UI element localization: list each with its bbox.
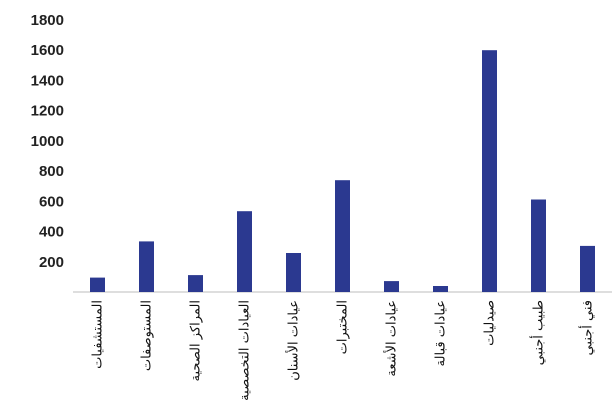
bar <box>482 50 497 293</box>
x-category-label: المختبرات <box>336 300 351 354</box>
x-category-label: فني أجنبي <box>579 300 596 355</box>
x-category-label: المستشفيات <box>91 300 106 369</box>
x-axis-category-labels: المستشفيات المستوصفات المراكز الصحية العياد… <box>91 300 596 401</box>
y-tick-label: 600 <box>39 193 64 210</box>
y-tick-label: 400 <box>39 224 64 241</box>
x-category-label: طبيب أجنبي <box>530 300 547 365</box>
y-tick-label: 1200 <box>31 103 64 120</box>
y-tick-label: 1800 <box>31 12 64 29</box>
y-tick-label: 1600 <box>31 42 64 59</box>
y-tick-label: 200 <box>39 254 64 271</box>
y-tick-label: 1000 <box>31 133 64 150</box>
bar <box>286 253 301 292</box>
bar <box>384 281 399 292</box>
x-category-label: عيادات الأسنان <box>285 300 302 381</box>
bar <box>139 241 154 292</box>
y-tick-label: 1400 <box>31 72 64 89</box>
y-axis-tick-labels: 200 400 600 800 1000 1200 1400 1600 1800 <box>31 12 64 271</box>
x-category-label: عيادات الأشعة <box>383 300 400 377</box>
x-category-label: عيادات قبالة <box>434 300 449 366</box>
bar <box>90 277 105 292</box>
bars-group <box>90 50 595 293</box>
x-category-label: صيدليات <box>483 300 498 346</box>
bar <box>237 211 252 292</box>
y-tick-label: 800 <box>39 163 64 180</box>
bar <box>433 286 448 292</box>
bar <box>580 245 595 292</box>
x-category-label: المستوصفات <box>140 300 155 371</box>
bar <box>188 275 203 292</box>
bar <box>335 180 350 292</box>
bar <box>531 199 546 292</box>
x-category-label: المراكز الصحية <box>189 300 204 382</box>
x-category-label: العيادات التخصصية <box>238 300 253 401</box>
